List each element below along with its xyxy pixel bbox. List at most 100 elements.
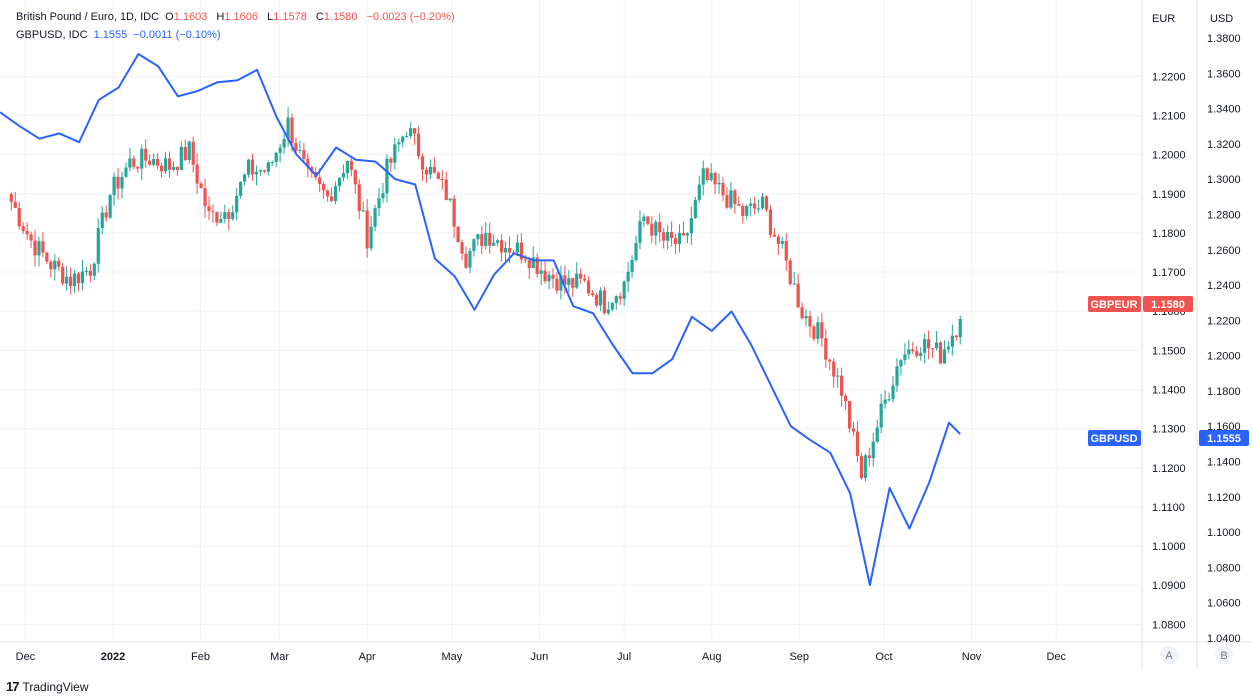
gbpeur-value-tag xyxy=(1143,296,1193,312)
gbpusd-legend[interactable]: GBPUSD, IDC 1.1555 −0.0011 (−0.10%) xyxy=(16,29,224,41)
time-axis[interactable]: Dec 2022 Feb Mar Apr May Jun Jul Aug Sep Oct Nov Dec xyxy=(16,651,1067,663)
candle-body xyxy=(53,260,57,270)
candle-body xyxy=(832,361,836,377)
candle-body xyxy=(45,252,49,262)
candle-body xyxy=(499,240,504,253)
scale-button-a[interactable]: A xyxy=(1160,646,1178,664)
candle-body xyxy=(152,158,156,165)
open-label: O xyxy=(165,11,174,23)
candle-body xyxy=(484,233,488,246)
candle-body xyxy=(13,201,17,208)
candle-body xyxy=(163,158,168,172)
candle-body xyxy=(448,198,452,201)
eur-price-axis[interactable]: 1.22001.21001.20001.19001.18001.17001.16… xyxy=(1152,71,1186,631)
candle-body xyxy=(294,142,298,151)
tradingview-logo-icon: 17 xyxy=(6,679,20,694)
candle-body xyxy=(737,204,741,206)
candle-body xyxy=(377,198,381,209)
candle-body xyxy=(250,159,255,175)
candle-body xyxy=(780,240,784,244)
scale-button-b[interactable]: B xyxy=(1215,646,1233,664)
candle-body xyxy=(820,322,824,339)
candle-body xyxy=(480,234,484,246)
candle-body xyxy=(385,158,389,194)
candle-body xyxy=(662,232,666,241)
candle-body xyxy=(840,375,844,396)
candle-body xyxy=(254,171,259,175)
candle-body xyxy=(33,240,37,256)
gbpeur-change: −0.0023 (−0.20%) xyxy=(366,11,455,23)
candle-body xyxy=(353,169,357,185)
candle-body xyxy=(784,240,788,261)
candle-body xyxy=(875,427,879,442)
usd-price-axis[interactable]: 1.3800 1.3600 1.3400 1.3200 1.3000 1.2800 1.26… xyxy=(1207,33,1241,645)
gbpusd-change: −0.0011 (−0.10%) xyxy=(133,29,221,41)
gbpeur-label-tag xyxy=(1088,296,1141,312)
candle-body xyxy=(17,207,21,227)
candle-body xyxy=(302,149,306,159)
candle-body xyxy=(144,148,148,161)
usd-tick-label: 1.2600 xyxy=(1207,245,1241,257)
candle-body xyxy=(179,146,183,170)
scale-button-b-bg[interactable] xyxy=(1215,646,1233,664)
candle-body xyxy=(685,233,690,236)
candle-body xyxy=(859,456,863,479)
candle-body xyxy=(361,210,365,212)
candle-body xyxy=(29,234,33,241)
candle-body xyxy=(618,296,622,299)
candle-body xyxy=(709,172,713,181)
candle-body xyxy=(148,160,152,165)
candle-body xyxy=(120,176,124,189)
candle-body xyxy=(938,342,943,364)
candle-body xyxy=(420,156,425,170)
candle-body xyxy=(768,209,773,235)
scale-button-a-label[interactable]: A xyxy=(1165,650,1173,662)
candle-body xyxy=(654,221,658,236)
time-tick-label: Dec xyxy=(1046,651,1066,663)
scale-button-b-label[interactable]: B xyxy=(1220,650,1227,662)
candle-body xyxy=(460,242,464,254)
candle-body xyxy=(622,281,626,299)
tradingview-footer[interactable]: 17 TradingView xyxy=(6,679,89,694)
candle-body xyxy=(258,170,262,172)
candle-body xyxy=(883,399,887,404)
candle-body xyxy=(476,234,480,240)
high-value: 1.1606 xyxy=(224,11,259,23)
candle-body xyxy=(215,212,219,223)
candle-body xyxy=(583,278,587,281)
gbpeur-legend[interactable]: British Pound / Euro, 1D, IDC O1.1603 H1… xyxy=(16,11,458,23)
candle-body xyxy=(681,232,686,236)
candle-body xyxy=(563,275,567,285)
grid-lines xyxy=(0,0,1141,640)
candle-body xyxy=(69,276,73,287)
candle-body xyxy=(167,158,172,170)
candle-body xyxy=(219,219,223,223)
candle-body xyxy=(464,253,468,268)
candle-body xyxy=(567,278,571,285)
candle-body xyxy=(397,142,401,145)
candle-body xyxy=(658,221,662,233)
candle-body xyxy=(246,159,251,175)
candle-body xyxy=(282,138,286,148)
candle-body xyxy=(80,271,85,284)
candle-body xyxy=(689,218,693,234)
gbpusd-value-text: 1.1555 xyxy=(1207,433,1241,445)
usd-tick-label: 1.1200 xyxy=(1207,492,1241,504)
candle-body xyxy=(496,240,500,243)
candle-body xyxy=(405,136,409,138)
scale-button-a-bg[interactable] xyxy=(1160,646,1178,664)
candle-body xyxy=(381,193,385,199)
time-tick-label: Feb xyxy=(191,651,210,663)
candle-body xyxy=(92,263,96,276)
usd-tick-label: 1.0800 xyxy=(1207,562,1241,574)
candle-body xyxy=(930,348,935,350)
eur-tick-label: 1.1000 xyxy=(1152,541,1186,553)
candle-body xyxy=(555,278,559,291)
candle-body xyxy=(100,212,104,229)
candle-body xyxy=(306,158,310,168)
eur-tick-label: 1.2200 xyxy=(1152,71,1186,83)
candle-body xyxy=(638,221,642,243)
candle-body xyxy=(136,166,140,169)
candle-body xyxy=(472,239,476,251)
